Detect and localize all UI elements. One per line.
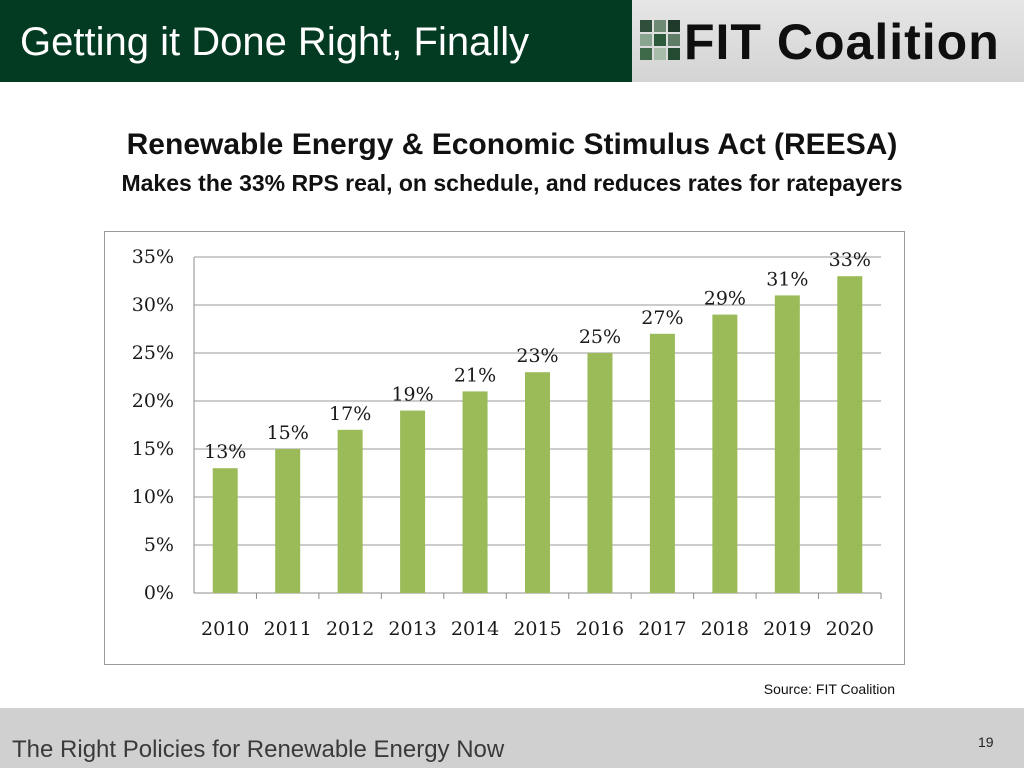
y-tick-label: 10%: [132, 486, 174, 508]
x-tick-label: 2014: [451, 618, 499, 640]
x-tick-label: 2015: [513, 618, 561, 640]
x-tick-label: 2010: [201, 618, 249, 640]
slide-subheading: Makes the 33% RPS real, on schedule, and…: [121, 170, 903, 196]
slide-header: Getting it Done Right, Finally FIT Coali…: [0, 0, 1024, 82]
bar: [525, 372, 550, 593]
bar: [837, 276, 863, 593]
x-tick-label: 2020: [826, 618, 874, 640]
y-tick-label: 25%: [132, 342, 174, 364]
footer-text: The Right Policies for Renewable Energy …: [12, 736, 505, 763]
data-label: 15%: [267, 422, 309, 444]
bar: [587, 353, 613, 593]
bar: [337, 429, 363, 593]
logo-text: FIT Coalition: [684, 14, 1000, 70]
y-tick-label: 15%: [132, 438, 174, 460]
bar: [275, 449, 301, 593]
bar: [774, 295, 800, 593]
data-label: 33%: [829, 249, 871, 271]
bar: [462, 391, 488, 593]
page-number: 19: [978, 734, 994, 750]
chart-canvas: 0% 5% 10% 15% 20% 25% 30% 35% 2010 13% 2011 15% 2012…: [132, 246, 882, 640]
data-label: 27%: [641, 307, 683, 329]
y-tick-label: 0%: [144, 582, 174, 604]
x-tick-label: 2011: [264, 618, 312, 640]
bar: [712, 314, 738, 593]
x-tick-label: 2019: [763, 618, 811, 640]
x-tick-label: 2017: [638, 618, 686, 640]
data-label: 21%: [454, 364, 496, 386]
data-label: 23%: [516, 345, 558, 367]
bar: [649, 333, 675, 593]
slide-footer: The Right Policies for Renewable Energy …: [0, 708, 1024, 768]
x-tick-label: 2013: [388, 618, 436, 640]
data-label: 13%: [204, 441, 246, 463]
bar: [400, 410, 426, 593]
data-label: 31%: [766, 268, 808, 290]
fit-coalition-logo-icon: [640, 20, 680, 60]
y-tick-label: 20%: [132, 390, 174, 412]
y-tick-label: 5%: [144, 534, 174, 556]
rps-bar-chart: 0% 5% 10% 15% 20% 25% 30% 35% 2010 13% 2011 15% 2012…: [104, 231, 905, 665]
slide-title: Getting it Done Right, Finally: [20, 20, 530, 64]
data-label: 19%: [391, 384, 433, 406]
data-label: 29%: [704, 288, 746, 310]
data-label: 25%: [579, 326, 621, 348]
data-label: 17%: [329, 403, 371, 425]
logo-band: [632, 0, 1024, 82]
bar: [212, 468, 238, 593]
title-band: Getting it Done Right, Finally: [0, 0, 632, 82]
y-tick-label: 30%: [132, 294, 174, 316]
y-tick-label: 35%: [132, 246, 174, 268]
source-note: Source: FIT Coalition: [763, 681, 895, 697]
x-tick-label: 2016: [576, 618, 624, 640]
x-tick-label: 2012: [326, 618, 374, 640]
x-tick-label: 2018: [701, 618, 749, 640]
slide-heading: Renewable Energy & Economic Stimulus Act…: [126, 128, 898, 161]
